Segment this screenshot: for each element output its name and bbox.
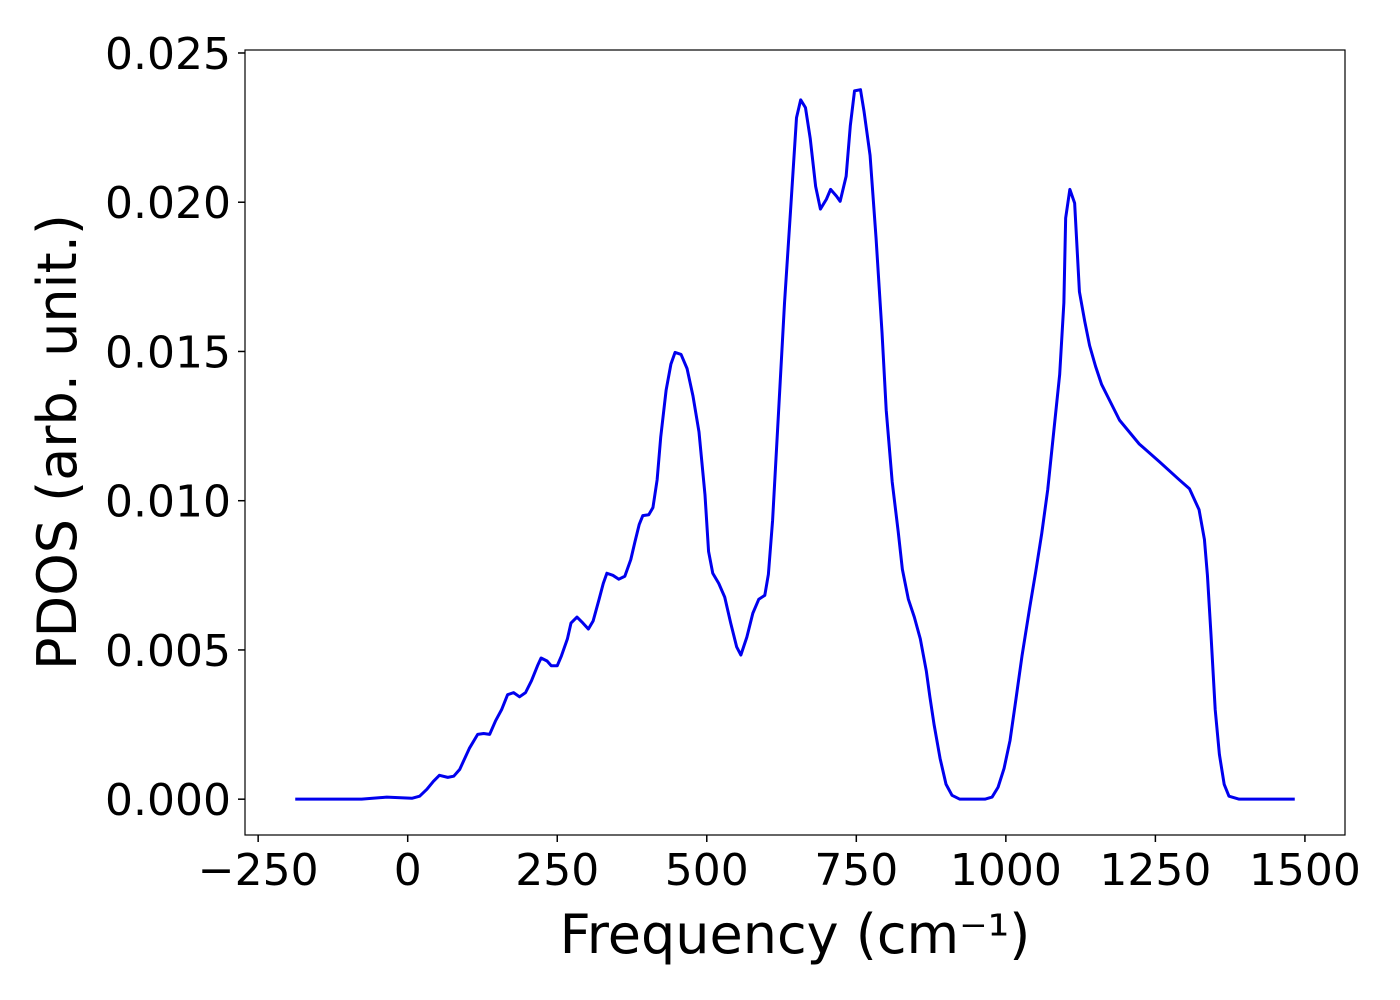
y-tick-label: 0.020 <box>105 178 231 229</box>
x-tick-label: 1250 <box>1099 845 1211 896</box>
x-tick-label: 500 <box>665 845 749 896</box>
x-tick-label: 250 <box>515 845 599 896</box>
x-axis-label: Frequency (cm⁻¹) <box>560 903 1031 966</box>
y-axis-label: PDOS (arb. unit.) <box>26 214 89 670</box>
plot-frame <box>244 49 1346 836</box>
x-tick-label: −250 <box>198 845 319 896</box>
y-tick-label: 0.025 <box>105 29 231 80</box>
x-tick-label: 1500 <box>1249 845 1361 896</box>
x-tick-label: 0 <box>394 845 422 896</box>
x-tick-label: 750 <box>814 845 898 896</box>
y-tick-label: 0.015 <box>105 327 231 378</box>
data-line <box>295 88 1295 801</box>
x-tick-label: 1000 <box>950 845 1062 896</box>
y-tick-label: 0.005 <box>105 626 231 677</box>
y-tick-label: 0.010 <box>105 477 231 528</box>
y-tick-label: 0.000 <box>105 775 231 826</box>
